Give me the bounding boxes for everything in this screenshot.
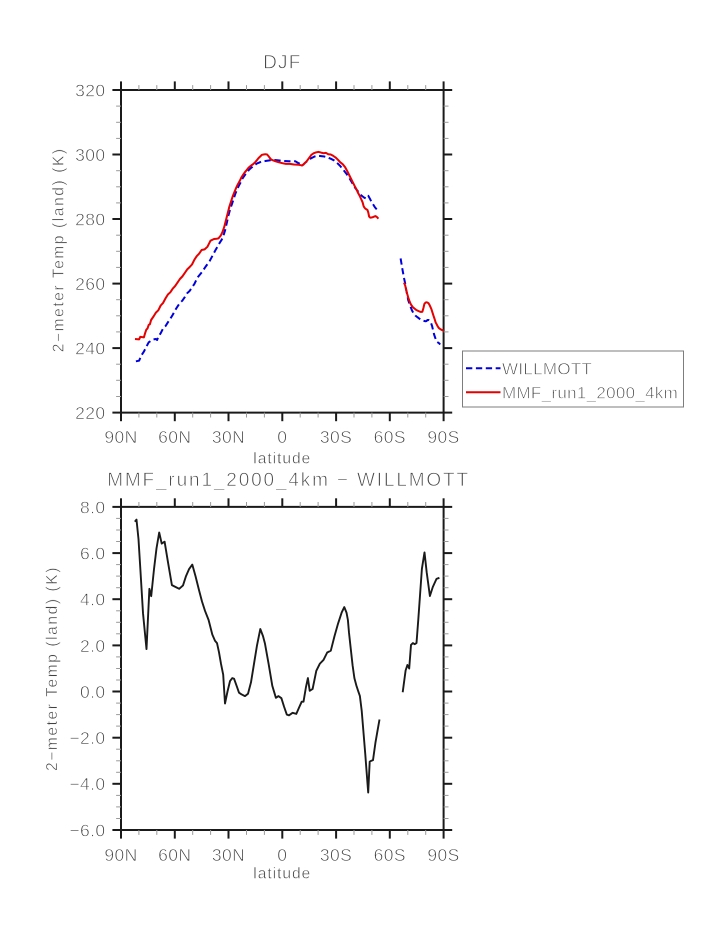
svg-text:30S: 30S — [320, 427, 352, 447]
svg-text:0.0: 0.0 — [80, 682, 106, 702]
svg-text:320: 320 — [75, 80, 105, 100]
svg-text:DJF: DJF — [263, 52, 301, 73]
svg-text:300: 300 — [75, 145, 105, 165]
svg-text:90N: 90N — [104, 845, 137, 865]
svg-text:4.0: 4.0 — [80, 590, 106, 610]
svg-text:latitude: latitude — [253, 451, 311, 468]
svg-text:90S: 90S — [427, 845, 459, 865]
svg-text:60N: 60N — [158, 845, 191, 865]
svg-text:260: 260 — [75, 274, 105, 294]
svg-text:8.0: 8.0 — [80, 497, 106, 517]
svg-text:MMF_run1_2000_4km: MMF_run1_2000_4km — [502, 384, 678, 403]
svg-text:2−meter Temp (land) (K): 2−meter Temp (land) (K) — [44, 566, 61, 771]
svg-text:220: 220 — [75, 403, 105, 423]
svg-text:60N: 60N — [158, 427, 191, 447]
svg-text:60S: 60S — [374, 427, 406, 447]
svg-text:latitude: latitude — [253, 866, 311, 883]
svg-text:0: 0 — [277, 845, 287, 865]
svg-text:2−meter Temp (land) (K): 2−meter Temp (land) (K) — [51, 147, 68, 352]
svg-text:WILLMOTT: WILLMOTT — [502, 360, 592, 379]
svg-text:240: 240 — [75, 339, 105, 359]
svg-text:0: 0 — [277, 427, 287, 447]
svg-text:30N: 30N — [212, 427, 245, 447]
svg-text:−4.0: −4.0 — [69, 774, 105, 794]
svg-text:2.0: 2.0 — [80, 636, 106, 656]
svg-text:60S: 60S — [374, 845, 406, 865]
svg-text:MMF_run1_2000_4km − WILLMOTT: MMF_run1_2000_4km − WILLMOTT — [107, 470, 470, 491]
svg-text:6.0: 6.0 — [80, 544, 106, 564]
svg-text:280: 280 — [75, 209, 105, 229]
svg-text:30N: 30N — [212, 845, 245, 865]
svg-text:−6.0: −6.0 — [69, 820, 105, 840]
svg-text:−2.0: −2.0 — [69, 728, 105, 748]
svg-text:90N: 90N — [104, 427, 137, 447]
svg-text:30S: 30S — [320, 845, 352, 865]
svg-text:90S: 90S — [427, 427, 459, 447]
